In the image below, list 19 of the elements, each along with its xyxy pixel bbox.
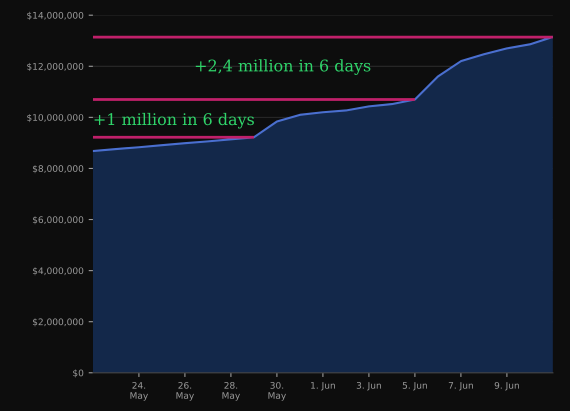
x-tick-label: 24. May [130,382,148,401]
x-tick-label: 7. Jun [448,382,473,390]
y-tick-label: $14,000,000 [27,12,84,20]
x-tick-label: 3. Jun [356,382,381,390]
x-tick-label: 26. May [176,382,194,401]
x-tick-label: 5. Jun [402,382,427,390]
y-tick-label: $2,000,000 [32,318,84,326]
y-tick-label: $10,000,000 [27,114,84,122]
x-tick-label: 30. May [268,382,286,401]
y-tick-label: $12,000,000 [27,62,84,72]
y-tick-label: $0 [73,369,84,378]
x-tick-label: 28. May [222,382,240,401]
y-tick-label: $6,000,000 [32,216,84,224]
annotation: +2,4 million in 6 days [196,59,370,75]
y-tick-label: $4,000,000 [32,267,84,276]
x-tick-label: 1. Jun [311,382,335,390]
annotation: +1 million in 6 days [94,112,254,129]
y-tick-label: $8,000,000 [32,165,84,174]
x-tick-label: 9. Jun [494,382,519,390]
